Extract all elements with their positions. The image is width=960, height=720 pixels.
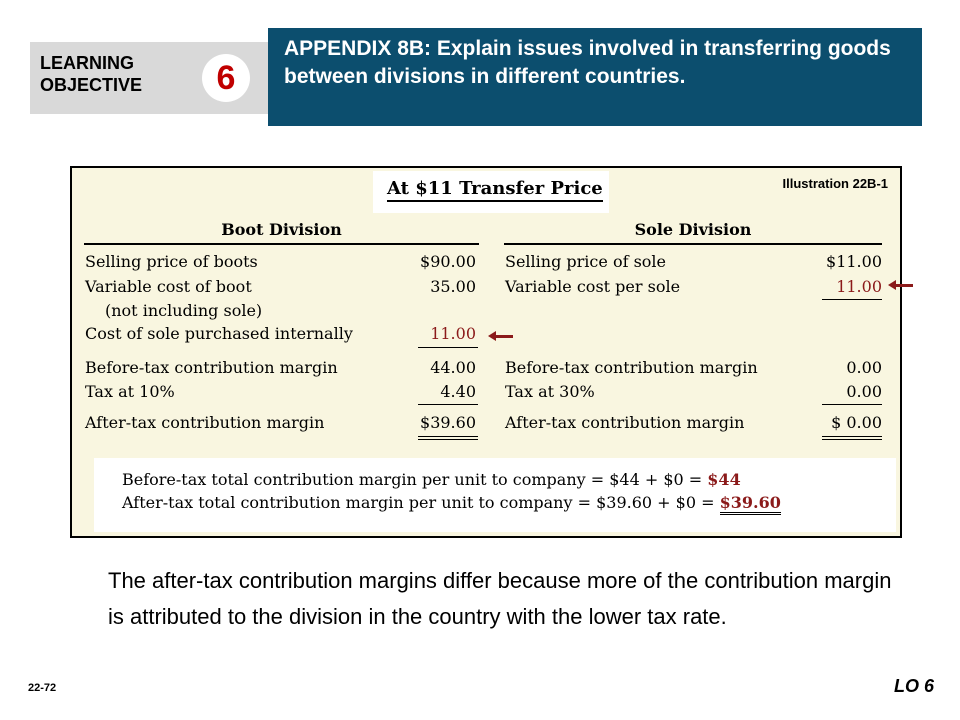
boot-header-rule: [84, 243, 479, 245]
sole-variable-cost-value: 11.00: [836, 277, 882, 296]
boot-after-tax-label: After-tax contribution margin: [85, 413, 325, 432]
illustration-title: At $11 Transfer Price: [387, 178, 603, 202]
boot-before-tax-value: 44.00: [430, 358, 476, 377]
learning-objective-footer: LO 6: [893, 676, 934, 696]
learning-objective-label: LEARNING OBJECTIVE: [40, 53, 143, 95]
illustration-title-box: [373, 171, 609, 213]
slide-number: 22-72: [28, 682, 57, 694]
boot-tax-underline: [418, 404, 478, 405]
left-arrow-icon: [488, 331, 513, 341]
left-arrow-icon: [888, 280, 913, 290]
sole-division-header: Sole Division: [634, 220, 752, 239]
boot-sole-cost-label: Cost of sole purchased internally: [85, 324, 353, 343]
boot-tax-value: 4.40: [440, 382, 476, 401]
boot-selling-price-label: Selling price of boots: [85, 252, 258, 271]
totals-box: Before-tax total contribution margin per…: [94, 458, 896, 532]
learning-objective-number: 6: [202, 54, 250, 102]
appendix-title: APPENDIX 8B: Explain issues involved in …: [268, 28, 922, 126]
sole-after-tax-double-underline-1: [822, 436, 882, 437]
after-tax-total-line: After-tax total contribution margin per …: [122, 492, 781, 515]
boot-after-tax-double-underline-1: [418, 436, 478, 437]
boot-before-tax-label: Before-tax contribution margin: [85, 358, 338, 377]
sole-tax-underline: [822, 404, 882, 405]
sole-before-tax-value: 0.00: [846, 358, 882, 377]
sole-tax-value: 0.00: [846, 382, 882, 401]
sole-selling-price-label: Selling price of sole: [505, 252, 667, 271]
boot-sole-cost-value: 11.00: [430, 324, 476, 343]
boot-variable-cost-label: Variable cost of boot: [85, 277, 252, 296]
sole-after-tax-value: $ 0.00: [831, 413, 882, 432]
illustration-number: Illustration 22B-1: [782, 176, 888, 191]
sole-before-tax-label: Before-tax contribution margin: [505, 358, 758, 377]
sole-variable-cost-label: Variable cost per sole: [505, 277, 681, 296]
slide-caption: The after-tax contribution margins diffe…: [108, 568, 892, 629]
sole-tax-label: Tax at 30%: [505, 382, 595, 401]
before-tax-total-line: Before-tax total contribution margin per…: [122, 470, 741, 489]
illustration-figure: At $11 Transfer Price Illustration 22B-1…: [70, 166, 902, 538]
boot-variable-cost-value: 35.00: [430, 277, 476, 296]
learning-objective-box: LEARNING OBJECTIVE 6: [30, 42, 268, 114]
boot-selling-price-value: $90.00: [420, 252, 476, 271]
before-tax-total-value: $44: [707, 470, 741, 489]
boot-sole-cost-underline: [418, 347, 478, 348]
boot-after-tax-value: $39.60: [420, 413, 476, 432]
sole-after-tax-double-underline-2: [822, 439, 882, 440]
after-tax-total-value: $39.60: [719, 493, 781, 515]
boot-after-tax-double-underline-2: [418, 439, 478, 440]
boot-tax-label: Tax at 10%: [85, 382, 175, 401]
sole-after-tax-label: After-tax contribution margin: [505, 413, 745, 432]
sole-header-rule: [504, 243, 882, 245]
boot-division-header: Boot Division: [221, 220, 342, 239]
sole-selling-price-value: $11.00: [826, 252, 882, 271]
sole-variable-cost-underline: [822, 299, 882, 300]
boot-variable-cost-note: (not including sole): [105, 301, 263, 320]
